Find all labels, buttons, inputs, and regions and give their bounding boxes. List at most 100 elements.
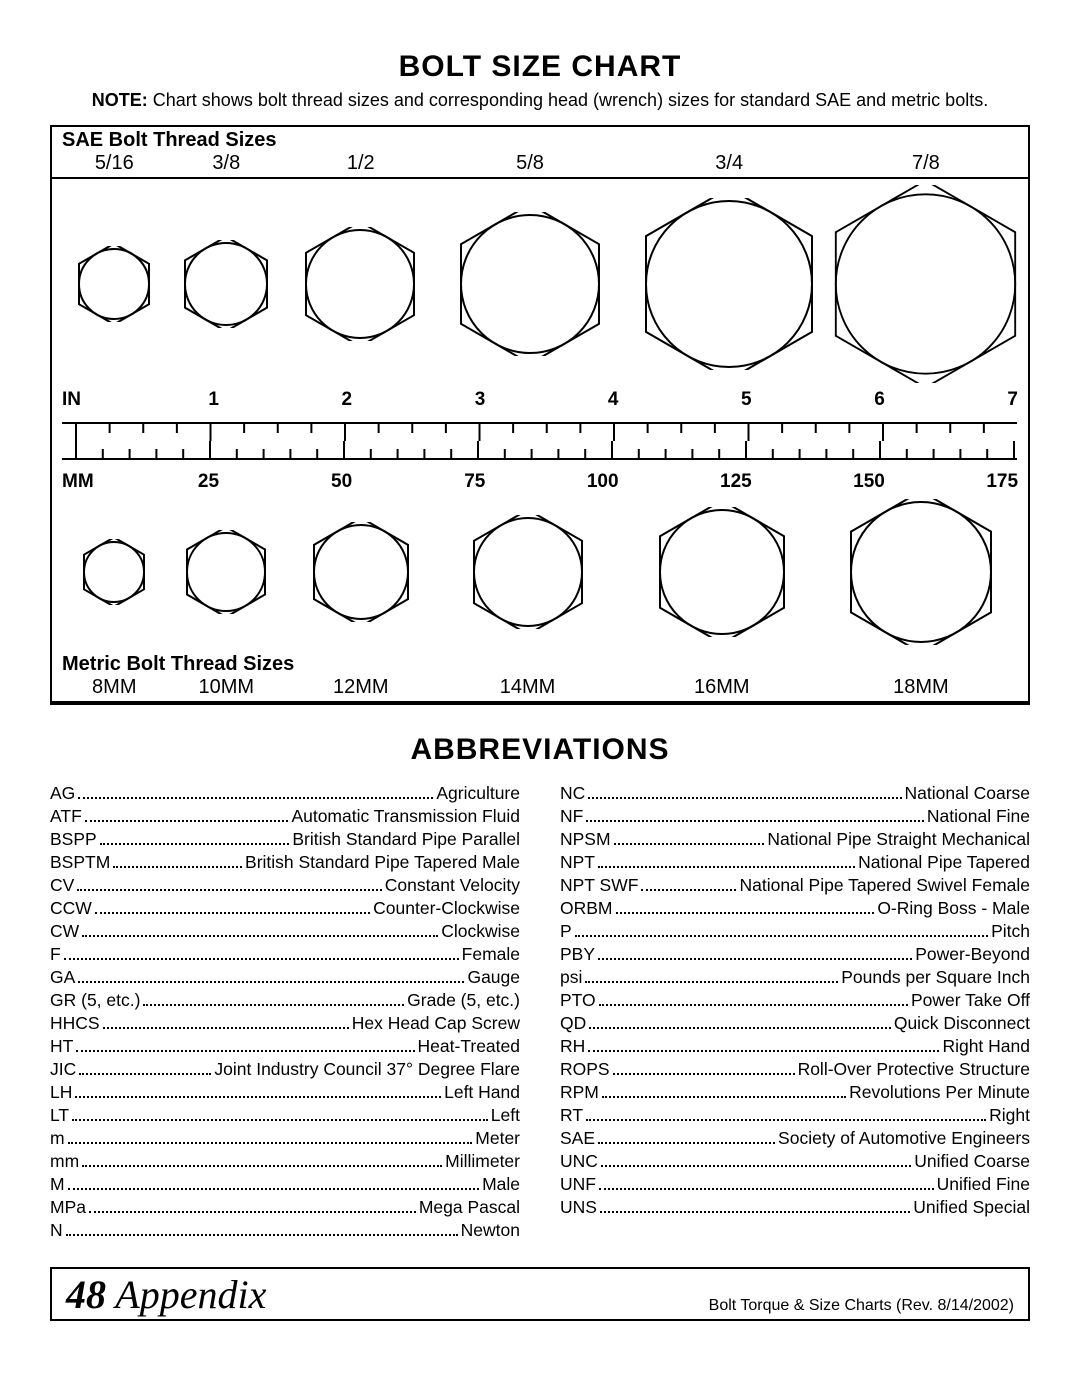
abbr-dots [602,1096,846,1098]
footer-section: Appendix [115,1272,266,1317]
abbr-columns: AGAgricultureATFAutomatic Transmission F… [50,781,1030,1243]
bolt-head [286,227,435,341]
abbr-val: Hex Head Cap Screw [352,1013,520,1034]
abbr-key: UNS [560,1197,597,1218]
abbr-row: SAESociety of Automotive Engineers [560,1128,1030,1149]
metric-bolt-row [52,493,1028,651]
abbr-val: Grade (5, etc.) [407,990,520,1011]
abbr-val: National Coarse [905,783,1030,804]
abbr-row: UNFUnified Fine [560,1174,1030,1195]
abbr-val: Clockwise [441,921,520,942]
abbr-key: LT [50,1105,69,1126]
abbr-row: LH Left Hand [50,1082,520,1103]
abbr-dots [600,1211,910,1213]
footer: 48 Appendix Bolt Torque & Size Charts (R… [50,1267,1030,1321]
abbr-key: NF [560,806,583,827]
ruler-tick-label: 4 [485,389,618,411]
abbr-val: Joint Industry Council 37° Degree Flare [214,1059,520,1080]
abbr-row: HHCSHex Head Cap Screw [50,1013,520,1034]
abbr-dots [598,958,912,960]
abbr-key: ORBM [560,898,613,919]
abbr-dots [614,843,765,845]
size-label: 10MM [167,676,287,699]
abbr-key: RPM [560,1082,599,1103]
abbr-key: N [50,1220,63,1241]
ruler-tick-label: 25 [117,471,219,493]
abbr-row: MMale [50,1174,520,1195]
abbr-dots [588,1050,939,1052]
ruler-svg [62,411,1017,471]
note-line: NOTE: Chart shows bolt thread sizes and … [50,90,1030,111]
abbr-row: PBYPower-Beyond [560,944,1030,965]
ruler-in-labels: IN1234567 [62,389,1018,411]
abbr-val: Newton [461,1220,520,1241]
abbr-row: NPTNational Pipe Tapered [560,852,1030,873]
abbr-val: Male [482,1174,520,1195]
footer-right: Bolt Torque & Size Charts (Rev. 8/14/200… [709,1297,1014,1315]
abbr-dots [588,797,901,799]
abbr-key: LH [50,1082,72,1103]
abbr-row: UNS Unified Special [560,1197,1030,1218]
size-label: 18MM [824,676,1018,699]
abbr-val: Automatic Transmission Fluid [291,806,520,827]
abbr-val: Quick Disconnect [894,1013,1030,1034]
abbr-dots [72,1119,488,1121]
bolt-chart: SAE Bolt Thread Sizes 5/163/81/25/83/47/… [50,125,1030,705]
abbr-dots [641,889,736,891]
ruler-tick-label: 5 [618,389,751,411]
abbr-dots [77,889,381,891]
abbr-dots [586,820,924,822]
page-title: BOLT SIZE CHART [50,50,1030,84]
abbr-row: BSPPBritish Standard Pipe Parallel [50,829,520,850]
size-label: 16MM [620,676,824,699]
abbr-dots [66,1234,458,1236]
metric-size-row: 8MM10MM12MM14MM16MM18MM [52,676,1028,701]
ruler-tick-label: 150 [752,471,885,493]
abbr-dots [601,1165,911,1167]
abbr-row: mmMillimeter [50,1151,520,1172]
abbr-key: UNF [560,1174,596,1195]
size-label: 3/8 [167,152,287,175]
abbr-dots [598,866,855,868]
abbr-val: O-Ring Boss - Male [877,898,1030,919]
abbr-row: FFemale [50,944,520,965]
abbr-key: RH [560,1036,585,1057]
ruler-unit: MM [62,471,117,493]
ruler-unit: IN [62,389,116,411]
abbr-row: NPT SWFNational Pipe Tapered Swivel Fema… [560,875,1030,896]
abbr-val: Power Take Off [911,990,1030,1011]
abbr-val: Mega Pascal [419,1197,520,1218]
abbr-row: GAGauge [50,967,520,988]
abbr-row: AGAgriculture [50,783,520,804]
abbr-dots [103,1027,349,1029]
abbr-row: RTRight [560,1105,1030,1126]
abbr-dots [76,1050,414,1052]
abbr-key: SAE [560,1128,595,1149]
abbr-dots [589,1027,891,1029]
abbr-val: Left Hand [444,1082,520,1103]
abbr-val: Counter-Clockwise [373,898,520,919]
abbr-key: QD [560,1013,586,1034]
abbr-key: P [560,921,572,942]
abbr-row: CVConstant Velocity [50,875,520,896]
sae-size-row: 5/163/81/25/83/47/8 [52,152,1028,179]
abbr-val: Unified Special [913,1197,1030,1218]
abbr-val: Pitch [991,921,1030,942]
abbr-dots [89,1211,416,1213]
abbr-row: PTOPower Take Off [560,990,1030,1011]
abbr-key: GA [50,967,75,988]
bolt-head [167,530,287,614]
abbr-val: British Standard Pipe Parallel [292,829,520,850]
abbr-val: National Pipe Tapered [858,852,1030,873]
ruler-tick-label: 1 [116,389,218,411]
abbr-dots [616,912,875,914]
note-text: Chart shows bolt thread sizes and corres… [148,90,988,110]
ruler-mm-labels: MM255075100125150175 [62,471,1018,493]
ruler-tick-label: 175 [885,471,1018,493]
abbr-dots [100,843,290,845]
abbr-dots [586,1119,986,1121]
abbr-val: Constant Velocity [385,875,520,896]
size-label: 3/4 [625,152,834,175]
size-label: 14MM [435,676,619,699]
abbr-val: Power-Beyond [915,944,1030,965]
